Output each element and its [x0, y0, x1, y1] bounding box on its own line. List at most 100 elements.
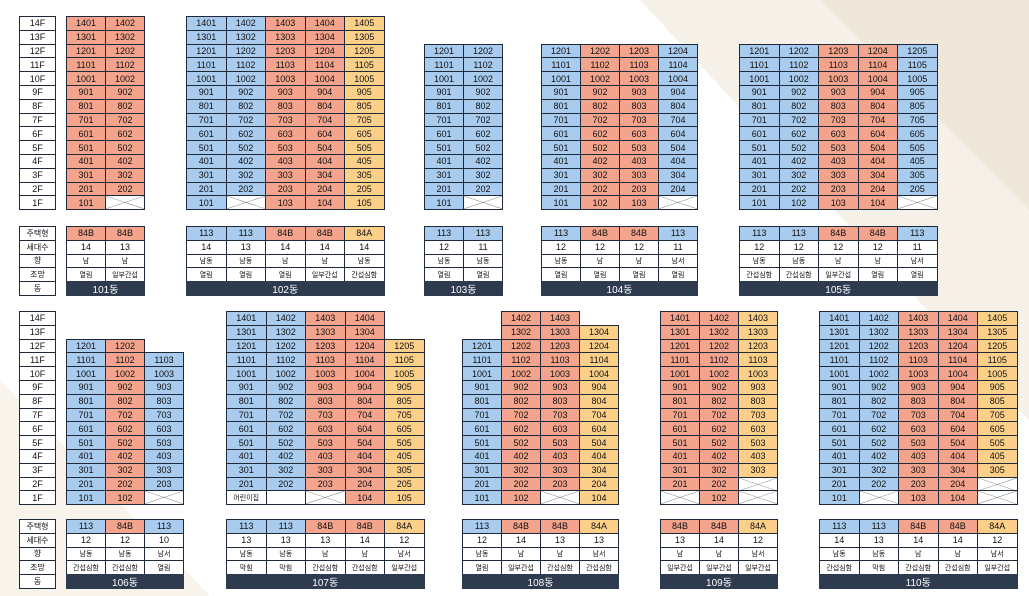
unit-info-cell: 13	[305, 532, 346, 548]
unit-cell: 702	[105, 112, 145, 128]
unit-info-cell: 12	[580, 239, 620, 255]
unit-info-cell: 남동	[858, 546, 899, 562]
building-name: 110동	[819, 574, 1018, 589]
unit-cell: 1003	[898, 366, 939, 381]
unit-cell: 702	[225, 112, 266, 128]
floor-label: 2F	[19, 181, 56, 197]
unit-cell: 201	[819, 476, 860, 492]
unit-cell: 802	[105, 393, 145, 409]
unit-cell: 1402	[501, 311, 541, 326]
unit-cell: 1102	[501, 352, 541, 368]
unit-cell: 403	[540, 449, 580, 464]
unit-info-cell: 일부간섭	[105, 267, 145, 283]
unit-info-cell: 11	[658, 239, 698, 255]
unit-cell: 1001	[819, 366, 860, 381]
floor-label: 5F	[19, 140, 56, 155]
unit-cell: 204	[937, 476, 978, 492]
floor-label: 1F	[19, 490, 56, 506]
unit-info-cell: 13	[858, 532, 899, 548]
unit-cell: 803	[898, 393, 939, 409]
unit-info-cell: 84B	[265, 226, 306, 241]
unit-cell: 404	[658, 154, 698, 169]
unit-cell: 1102	[225, 57, 266, 73]
unit-cell: 403	[738, 449, 778, 464]
unit-cell: 1402	[105, 16, 145, 31]
unit-info-cell: 간섭심함	[937, 560, 978, 576]
unit-cell: 602	[105, 421, 145, 437]
unit-cell: 705	[897, 112, 938, 128]
unit-info-cell: 14	[937, 532, 978, 548]
unit-cell: 1001	[462, 366, 502, 381]
unit-cell: 1003	[619, 71, 659, 86]
unit-cell: 1202	[858, 338, 899, 354]
unit-cell: 1103	[619, 57, 659, 73]
unit-cell: 602	[265, 421, 306, 437]
unit-info-cell: 열림	[265, 267, 306, 283]
unit-cell: 403	[144, 449, 184, 464]
unit-cell: 903	[305, 380, 346, 395]
unit-info-cell: 13	[225, 239, 266, 255]
unit-cell: 201	[186, 181, 227, 197]
unit-cell: 1304	[344, 324, 385, 340]
unit-cell: 1103	[265, 57, 306, 73]
unit-info-cell: 남	[898, 546, 939, 562]
unit-cell: 202	[501, 476, 541, 492]
unit-cell: 302	[265, 462, 306, 478]
unit-info-cell: 열림	[463, 267, 503, 283]
unit-cell: 402	[778, 154, 819, 169]
unit-info-cell: 일부간섭	[699, 560, 739, 576]
unit-cell: 504	[304, 140, 345, 155]
unit-cell: 202	[225, 181, 266, 197]
unit-cell: 502	[463, 140, 503, 155]
unit-cell: 702	[265, 407, 306, 423]
unit-cell: 601	[226, 421, 267, 437]
unit-info-cell: 남	[304, 253, 345, 269]
unit-cell: 302	[580, 167, 620, 183]
unit-cell: 502	[105, 435, 145, 450]
floor-label: 10F	[19, 71, 56, 86]
unit-cell: 404	[579, 449, 619, 464]
unit-cell: 501	[226, 435, 267, 450]
unit-cell: 302	[105, 167, 145, 183]
unit-cell: 1303	[305, 324, 346, 340]
unit-cell: 601	[462, 421, 502, 437]
unit-cell: 1001	[739, 71, 780, 86]
unit-cell: 1005	[384, 366, 425, 381]
unit-info-cell: 12	[778, 239, 819, 255]
unit-info-cell: 남	[619, 253, 659, 269]
unit-cell: 104	[344, 490, 385, 506]
unit-cell: 1201	[66, 338, 106, 354]
unit-cell: 1401	[819, 311, 860, 326]
unit-cell: 305	[977, 462, 1018, 478]
unit-cell: 404	[857, 154, 898, 169]
unit-info-cell: 10	[144, 532, 184, 548]
unit-cell: 201	[226, 476, 267, 492]
unit-cell: 203	[818, 181, 859, 197]
unit-cell: 703	[305, 407, 346, 423]
unit-cell: 1301	[660, 324, 700, 340]
unit-info-cell: 남동	[265, 546, 306, 562]
unit-cell: 702	[858, 407, 899, 423]
unit-cell: 803	[540, 393, 580, 409]
unit-cell: 505	[344, 140, 385, 155]
unit-cell: 801	[819, 393, 860, 409]
unit-cell: 502	[501, 435, 541, 450]
unit-cell: 102	[501, 490, 541, 506]
unit-cell: 402	[580, 154, 620, 169]
unit-cell: 901	[66, 85, 106, 100]
unit-info-cell: 남서	[738, 546, 778, 562]
unit-cell: 105	[384, 490, 425, 506]
unit-info-cell: 간섭심함	[898, 560, 939, 576]
floor-label: 12F	[19, 338, 56, 354]
unit-cell: 401	[66, 449, 106, 464]
unit-cell: 1101	[739, 57, 780, 73]
unit-cell: 403	[265, 154, 306, 169]
unit-info-cell: 12	[384, 532, 425, 548]
unit-info-cell: 남동	[541, 253, 581, 269]
unit-info-cell: 113	[186, 226, 227, 241]
unit-cell: 1403	[265, 16, 306, 31]
unit-info-cell: 열림	[225, 267, 266, 283]
unit-cell: 703	[265, 112, 306, 128]
unit-cell: 503	[144, 435, 184, 450]
unit-cell: 304	[304, 167, 345, 183]
